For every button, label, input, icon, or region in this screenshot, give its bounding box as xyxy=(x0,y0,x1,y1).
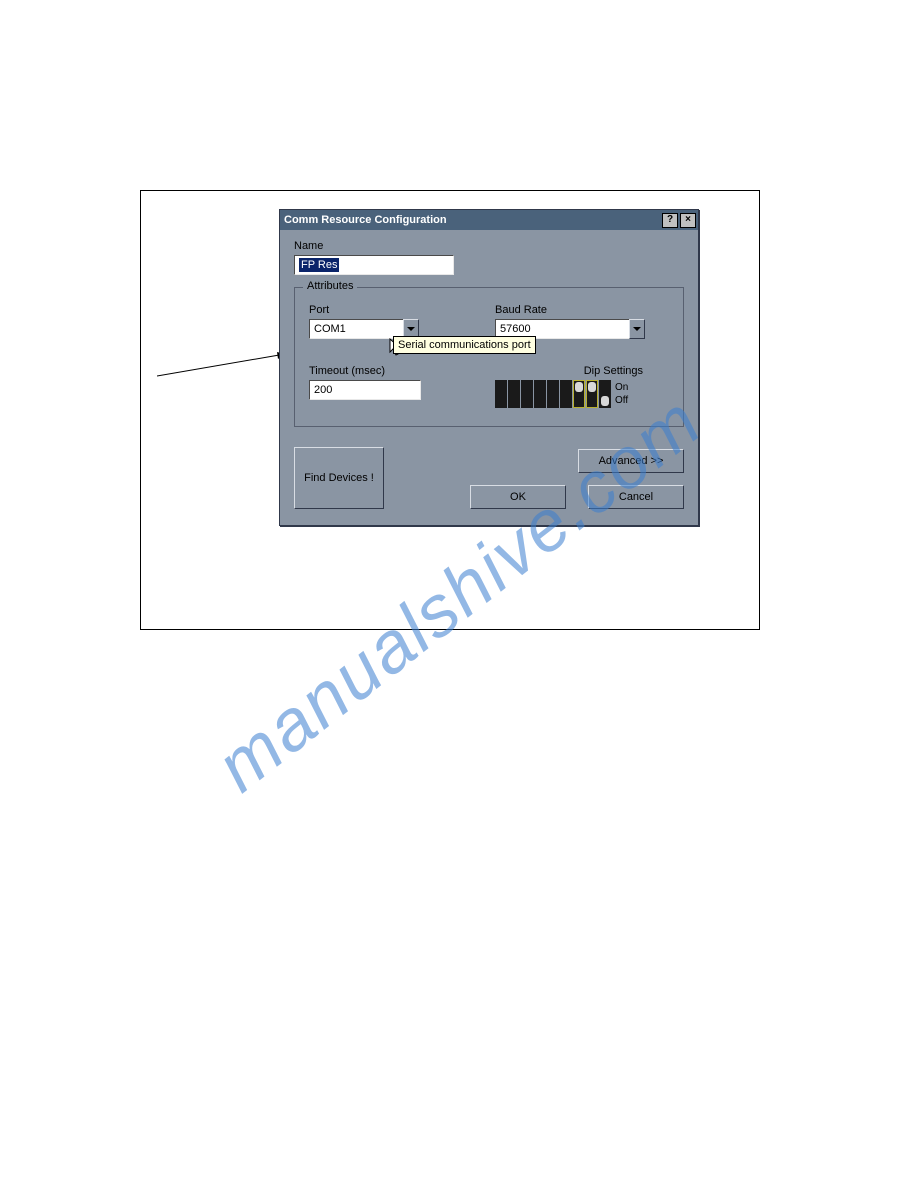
dip-switch-4[interactable] xyxy=(534,380,546,408)
attributes-group: Attributes Port COM1 Bau xyxy=(294,287,684,427)
chevron-down-icon xyxy=(407,327,415,331)
dip-settings-label: Dip Settings xyxy=(495,365,669,377)
find-devices-label: Find Devices ! xyxy=(304,472,374,484)
dip-knob xyxy=(575,382,583,392)
timeout-label: Timeout (msec) xyxy=(309,365,449,377)
dialog-title: Comm Resource Configuration xyxy=(282,214,447,226)
cancel-label: Cancel xyxy=(619,491,653,503)
dip-on-label: On xyxy=(615,382,628,393)
chevron-down-icon xyxy=(633,327,641,331)
dip-switch-2[interactable] xyxy=(508,380,520,408)
ok-label: OK xyxy=(510,491,526,503)
dip-switch-group xyxy=(495,380,611,408)
comm-resource-dialog: Comm Resource Configuration ? × Name FP … xyxy=(279,209,699,526)
titlebar: Comm Resource Configuration ? × xyxy=(280,210,698,230)
dip-switch-1[interactable] xyxy=(495,380,507,408)
advanced-label: Advanced >> xyxy=(599,455,664,467)
timeout-value: 200 xyxy=(314,384,332,396)
dip-switch-6[interactable] xyxy=(560,380,572,408)
dip-switch-5[interactable] xyxy=(547,380,559,408)
page-border: Comm Resource Configuration ? × Name FP … xyxy=(140,190,760,630)
port-value: COM1 xyxy=(309,319,403,339)
name-value: FP Res xyxy=(299,258,339,272)
name-input[interactable]: FP Res xyxy=(294,255,454,275)
advanced-button[interactable]: Advanced >> xyxy=(578,449,684,473)
dip-switch-7[interactable] xyxy=(573,380,585,408)
dip-switch-9[interactable] xyxy=(599,380,611,408)
dip-switch-8[interactable] xyxy=(586,380,598,408)
dip-off-label: Off xyxy=(615,395,628,406)
find-devices-button[interactable]: Find Devices ! xyxy=(294,447,384,509)
help-button[interactable]: ? xyxy=(662,213,678,228)
timeout-input[interactable]: 200 xyxy=(309,380,421,400)
dip-knob xyxy=(588,382,596,392)
ok-button[interactable]: OK xyxy=(470,485,566,509)
close-button[interactable]: × xyxy=(680,213,696,228)
port-tooltip: Serial communications port xyxy=(393,336,536,354)
name-label: Name xyxy=(294,240,684,252)
baud-label: Baud Rate xyxy=(495,304,669,316)
annotation-arrow xyxy=(157,346,297,386)
baud-dropdown-button[interactable] xyxy=(629,319,645,339)
attributes-legend: Attributes xyxy=(303,280,357,292)
dip-knob xyxy=(601,396,609,406)
dip-switch-3[interactable] xyxy=(521,380,533,408)
port-label: Port xyxy=(309,304,449,316)
cancel-button[interactable]: Cancel xyxy=(588,485,684,509)
